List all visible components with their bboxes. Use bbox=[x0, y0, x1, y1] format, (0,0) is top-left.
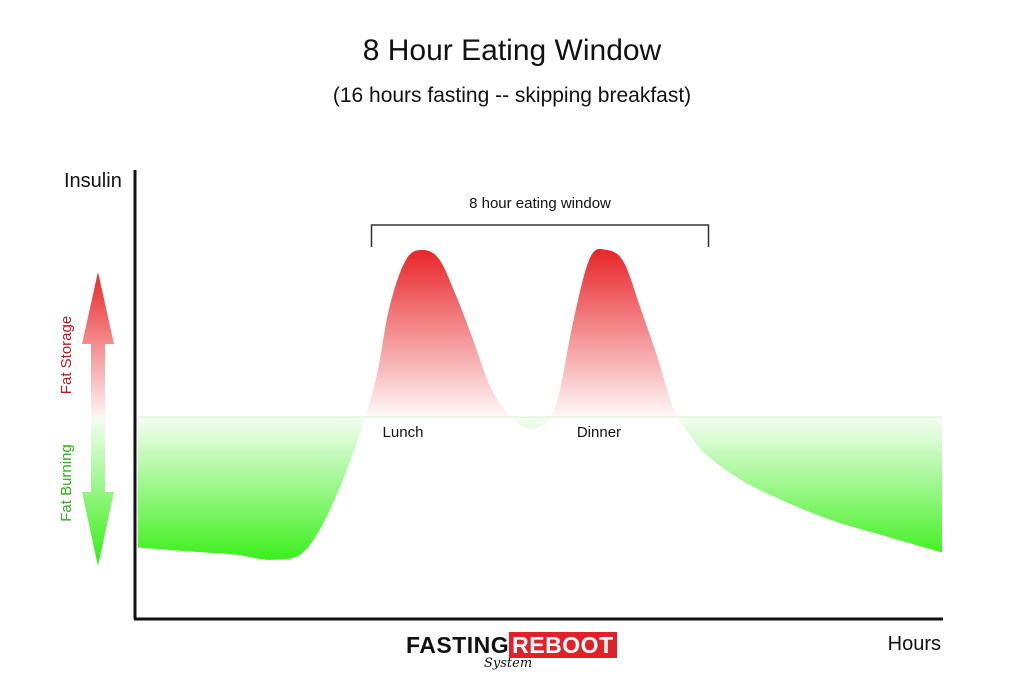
lunch-label: Lunch bbox=[383, 424, 424, 441]
logo-text-system: System bbox=[484, 656, 533, 671]
chart-subtitle: (16 hours fasting -- skipping breakfast) bbox=[332, 84, 692, 107]
eating-window-bracket bbox=[370, 224, 710, 247]
dinner-label: Dinner bbox=[577, 424, 621, 441]
logo-text-reboot: REBOOT bbox=[509, 632, 617, 658]
fat-storage-label: Fat Storage bbox=[58, 316, 75, 394]
fat-burning-area bbox=[138, 417, 942, 560]
fat-burning-arrow bbox=[82, 417, 114, 566]
chart-title: 8 Hour Eating Window bbox=[362, 34, 662, 67]
fat-burning-label: Fat Burning bbox=[58, 444, 75, 522]
fat-storage-arrow bbox=[82, 272, 114, 417]
y-axis-label: Insulin bbox=[64, 170, 122, 192]
x-axis-label: Hours bbox=[888, 633, 941, 655]
eating-window-label: 8 hour eating window bbox=[469, 195, 611, 212]
fasting-reboot-logo: FASTING REBOOT System bbox=[406, 632, 618, 676]
logo-text-fasting: FASTING bbox=[406, 631, 510, 658]
